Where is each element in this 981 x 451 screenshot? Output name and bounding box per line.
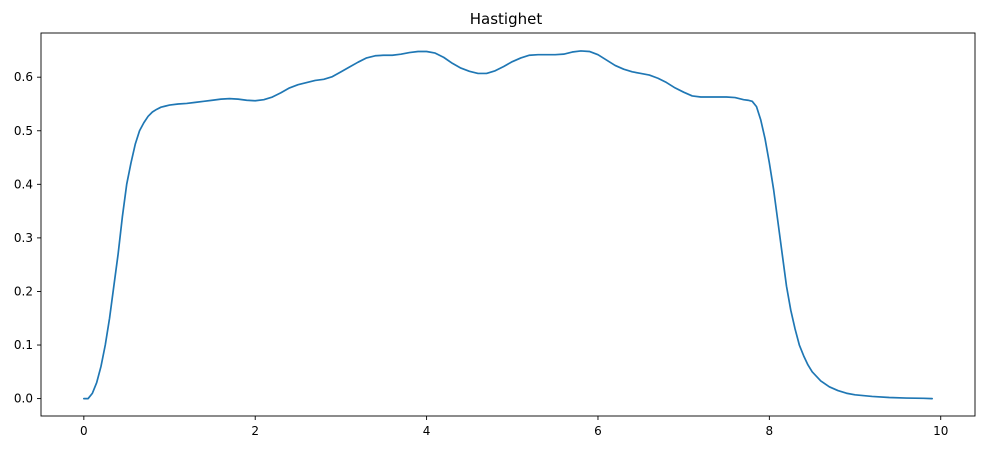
y-tick-label: 0.1 — [14, 338, 33, 352]
series-line-0 — [82, 50, 934, 400]
x-tick-label: 10 — [933, 424, 948, 438]
x-tick-label: 0 — [80, 424, 88, 438]
x-tick-label: 4 — [423, 424, 431, 438]
y-tick-label: 0.3 — [14, 231, 33, 245]
x-tick-label: 6 — [594, 424, 602, 438]
plot-area — [82, 50, 934, 400]
y-tick-label: 0.4 — [14, 177, 33, 191]
y-tick-label: 0.2 — [14, 284, 33, 298]
y-tick-label: 0.0 — [14, 392, 33, 406]
chart-title: Hastighet — [470, 10, 543, 28]
y-tick-label: 0.6 — [14, 70, 33, 84]
axes-frame — [40, 32, 976, 417]
x-tick-label: 2 — [251, 424, 259, 438]
y-tick-label: 0.5 — [14, 124, 33, 138]
axes: 0 2 4 6 8 10 0.0 0.1 0.2 0.3 0.4 0.5 0.6 — [14, 32, 976, 438]
x-tick-label: 8 — [766, 424, 774, 438]
